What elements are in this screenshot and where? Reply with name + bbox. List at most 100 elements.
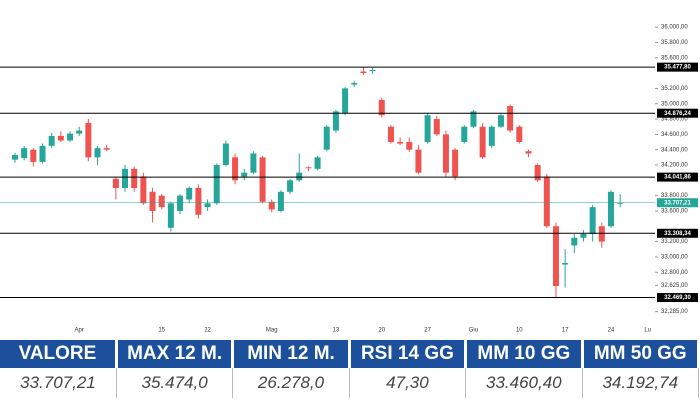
candle-body xyxy=(323,126,330,150)
level-label: 35.477,80 xyxy=(664,65,691,71)
candle-body xyxy=(607,191,614,227)
y-tick-label: 35.200,00 xyxy=(661,86,688,92)
stat-value: 33.460,40 xyxy=(465,368,583,398)
candle-body xyxy=(21,148,28,159)
column-header: MIN 12 M. xyxy=(232,340,351,368)
candle-body xyxy=(140,176,147,204)
y-tick-label: 32.800,00 xyxy=(661,270,688,276)
candle-body xyxy=(433,119,440,135)
candle-body xyxy=(250,153,257,173)
x-tick-label: 22 xyxy=(204,328,211,334)
column-header: VALORE xyxy=(0,340,118,368)
candle-body xyxy=(378,99,385,116)
candle-body xyxy=(287,180,294,192)
candle-body xyxy=(122,168,129,188)
candle-body xyxy=(470,111,477,127)
x-tick-label: 13 xyxy=(333,328,340,334)
column-header: MM 50 GG xyxy=(582,340,700,368)
candle-body xyxy=(268,201,275,210)
level-label: 34.041,86 xyxy=(664,175,691,181)
candle-body xyxy=(232,157,239,181)
candle-body xyxy=(351,83,358,85)
candle-body xyxy=(241,172,248,177)
candle-body xyxy=(296,172,303,181)
candle-body xyxy=(167,203,174,228)
level-label: 33.707,21 xyxy=(664,200,691,206)
candle-body xyxy=(516,126,523,143)
stat-value: 33.707,21 xyxy=(0,368,117,398)
level-label: 33.308,34 xyxy=(664,231,691,237)
x-tick-label: 27 xyxy=(424,328,431,334)
candle-body xyxy=(213,165,220,204)
candle-body xyxy=(617,202,624,204)
y-tick-label: 36.000,00 xyxy=(661,25,688,31)
candle-body xyxy=(589,207,596,234)
y-tick-label: 33.600,00 xyxy=(661,209,688,215)
candle-body xyxy=(112,178,119,188)
candle-body xyxy=(397,142,404,144)
y-tick-label: 34.400,00 xyxy=(661,147,688,153)
column-header: MM 10 GG xyxy=(465,340,584,368)
candle-body xyxy=(571,237,578,246)
level-label: 32.469,30 xyxy=(664,295,691,301)
x-tick-label: 17 xyxy=(562,328,569,334)
y-tick-label: 34.800,00 xyxy=(661,117,688,123)
candle-body xyxy=(552,226,559,287)
candle-body xyxy=(461,126,468,143)
level-tag xyxy=(657,172,698,182)
stat-value: 47,30 xyxy=(349,368,467,398)
candle-body xyxy=(342,88,349,113)
candle-body xyxy=(30,149,37,162)
candle-body xyxy=(48,135,55,146)
column-header: MAX 12 M. xyxy=(116,340,235,368)
candle-body xyxy=(57,135,64,141)
y-tick-label: 33.000,00 xyxy=(661,254,688,260)
candle-body xyxy=(12,155,18,160)
column-header: RSI 14 GG xyxy=(349,340,468,368)
candle-body xyxy=(85,122,92,158)
level-tag xyxy=(657,198,698,208)
x-tick-label: Giu xyxy=(469,328,478,334)
candle-body xyxy=(305,167,312,169)
candle-body xyxy=(369,70,376,72)
y-tick-label: 33.800,00 xyxy=(661,193,688,199)
x-tick-label: 10 xyxy=(516,328,523,334)
y-tick-label: 33.200,00 xyxy=(661,239,688,245)
candle-body xyxy=(39,145,46,162)
candle-body xyxy=(543,176,550,227)
x-tick-label: 15 xyxy=(158,328,165,334)
level-tag xyxy=(657,62,698,72)
candle-body xyxy=(314,157,321,169)
candle-body xyxy=(562,263,569,265)
table-values: 33.707,21 35.474,0 26.278,0 47,30 33.460,40 3… xyxy=(0,368,700,398)
stat-value: 34.192,74 xyxy=(582,368,700,398)
candle-body xyxy=(488,126,495,146)
level-tag xyxy=(657,293,698,303)
candle-body xyxy=(442,134,449,173)
candle-body xyxy=(534,165,541,181)
candle-body xyxy=(195,187,202,215)
y-tick-label: 34.600,00 xyxy=(661,132,688,138)
x-tick-label: Mag xyxy=(266,328,278,334)
x-tick-label: 24 xyxy=(608,328,615,334)
candle-body xyxy=(103,148,110,150)
stat-value: 35.474,0 xyxy=(116,368,234,398)
candle-body xyxy=(94,148,101,158)
candle-body xyxy=(387,126,394,143)
level-tag xyxy=(657,108,698,118)
candle-body xyxy=(497,115,504,127)
candle-body xyxy=(177,195,184,211)
candle-body xyxy=(277,191,284,211)
candle-body xyxy=(186,187,193,200)
candle-body xyxy=(479,126,486,158)
candle-body xyxy=(158,195,165,208)
y-tick-label: 35.600,00 xyxy=(661,55,688,61)
y-tick-label: 35.800,00 xyxy=(661,40,688,46)
candle-body xyxy=(222,143,229,165)
candle-body xyxy=(525,151,532,154)
candle-body xyxy=(360,71,367,74)
candle-body xyxy=(580,233,587,238)
y-tick-label: 34.200,00 xyxy=(661,163,688,169)
candle-body xyxy=(259,157,266,202)
